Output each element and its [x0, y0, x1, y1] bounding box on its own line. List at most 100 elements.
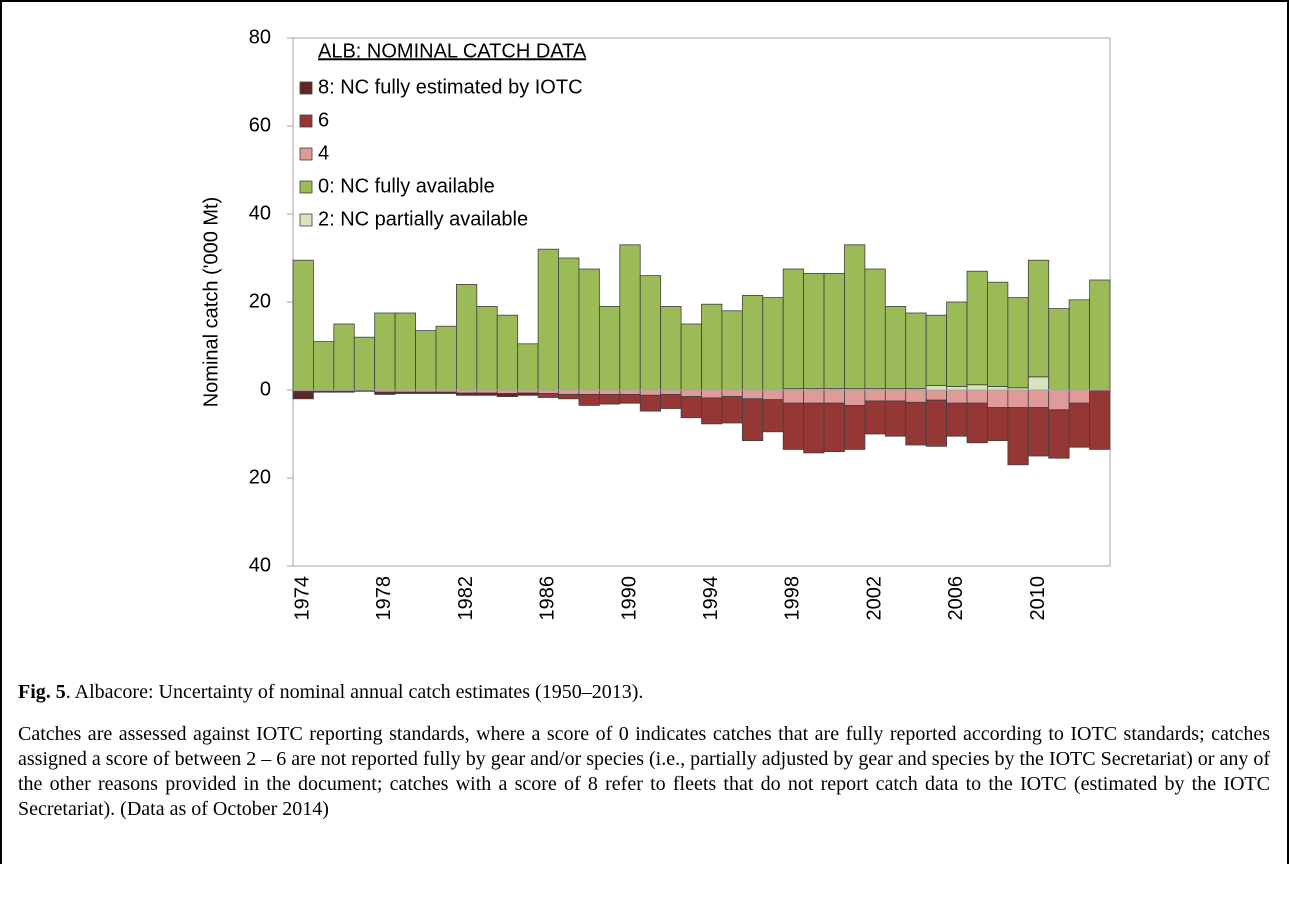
y-tick-label: 60 — [249, 114, 271, 136]
bar-segment — [966, 270, 988, 386]
bar-segment — [946, 386, 968, 391]
bar-segment — [639, 275, 662, 391]
bar-segment — [660, 305, 682, 391]
bar-segment — [987, 389, 1009, 409]
bar-segment — [925, 389, 947, 401]
x-tick-label: 1994 — [700, 576, 722, 621]
bar-segment — [762, 297, 784, 391]
bar-segment — [782, 402, 805, 450]
bar-segment — [394, 391, 416, 394]
bar-segment — [987, 407, 1009, 442]
bar-segment — [701, 389, 723, 399]
x-tick-label: 1978 — [373, 576, 395, 621]
bar-segment — [537, 248, 559, 391]
x-tick-label: 2006 — [945, 576, 967, 621]
y-axis-title: Nominal catch ('000 Mt) — [200, 197, 222, 408]
y-tick-label: 20 — [249, 466, 271, 488]
bar-segment — [558, 393, 580, 400]
bar-segment — [660, 393, 682, 409]
x-tick-label: 1990 — [618, 576, 640, 621]
bar-segment — [721, 310, 743, 391]
x-tick-label: 1974 — [291, 576, 313, 621]
bar-segment — [864, 400, 886, 435]
bar-segment — [639, 394, 662, 412]
bar-segment — [435, 391, 457, 394]
bar-segment — [1068, 389, 1090, 404]
figure-caption: Fig. 5. Albacore: Uncertainty of nominal… — [18, 681, 1270, 704]
bar-segment — [1007, 297, 1029, 389]
bar-segment — [313, 390, 335, 393]
bar-segment — [517, 343, 539, 391]
bar-segment — [1027, 259, 1050, 378]
bar-segment — [905, 401, 927, 446]
bar-segment — [374, 391, 396, 395]
bar-segment — [333, 390, 355, 393]
bar-segment — [966, 384, 988, 391]
legend-label: 4 — [318, 142, 329, 164]
bar-segment — [517, 392, 539, 396]
y-tick-label: 80 — [249, 26, 271, 48]
bar-segment — [987, 386, 1009, 391]
bar-segment — [844, 404, 866, 450]
bar-segment — [1048, 308, 1070, 391]
bar-segment — [966, 402, 988, 444]
bar-segment — [1027, 376, 1050, 391]
bar-segment — [844, 389, 866, 406]
bar-segment — [455, 392, 478, 396]
body-text: Catches are assessed against IOTC report… — [18, 723, 1270, 820]
bar-segment — [292, 259, 314, 391]
legend-swatch — [299, 147, 313, 161]
bar-segment — [292, 391, 314, 400]
bar-segment — [680, 389, 702, 397]
legend-label: 8: NC fully estimated by IOTC — [318, 76, 583, 98]
bar-segment — [864, 389, 886, 402]
legend-swatch — [299, 114, 313, 128]
figure-label: Fig. 5 — [18, 681, 66, 703]
bar-segment — [782, 389, 805, 404]
bar-segment — [619, 393, 641, 404]
bar-segment — [415, 391, 437, 394]
bar-segment — [946, 389, 968, 404]
bar-segment — [537, 393, 559, 398]
bar-segment — [435, 325, 457, 391]
legend-swatch — [299, 213, 313, 227]
bar-segment — [476, 392, 498, 396]
x-tick-label: 1998 — [782, 576, 804, 621]
bar-segment — [578, 389, 600, 395]
x-tick-label: 1986 — [537, 576, 559, 621]
bar-segment — [639, 389, 662, 396]
legend-swatch — [299, 180, 313, 194]
bar-segment — [823, 402, 845, 453]
bar-segment — [925, 399, 947, 447]
bar-segment — [353, 336, 376, 391]
bar-segment — [946, 301, 968, 387]
y-tick-label: 0 — [260, 378, 271, 400]
bar-segment — [598, 389, 621, 395]
bar-segment — [578, 268, 600, 391]
x-tick-label: 1982 — [455, 576, 477, 621]
bar-segment — [803, 402, 825, 454]
bar-segment — [884, 389, 907, 402]
bar-segment — [823, 389, 845, 404]
bar-segment — [701, 303, 723, 391]
x-tick-label: 2002 — [863, 576, 885, 621]
figure-frame — [0, 0, 1289, 864]
bar-segment — [925, 385, 947, 391]
bar-segment — [782, 268, 805, 390]
bar-segment — [966, 389, 988, 404]
legend-label: 2: NC partially available — [318, 208, 528, 230]
bar-segment — [537, 389, 559, 394]
bar-segment — [333, 323, 355, 391]
bar-segment — [741, 398, 764, 441]
bar-segment — [741, 389, 764, 400]
bar-segment — [680, 323, 702, 391]
legend-label: 6 — [318, 109, 329, 131]
bar-segment — [619, 244, 641, 391]
bar-segment — [455, 283, 478, 391]
y-tick-label: 20 — [249, 290, 271, 312]
bar-segment — [496, 393, 519, 397]
bar-segment — [415, 330, 437, 391]
bar-segment — [1027, 407, 1050, 457]
bar-segment — [578, 393, 600, 406]
